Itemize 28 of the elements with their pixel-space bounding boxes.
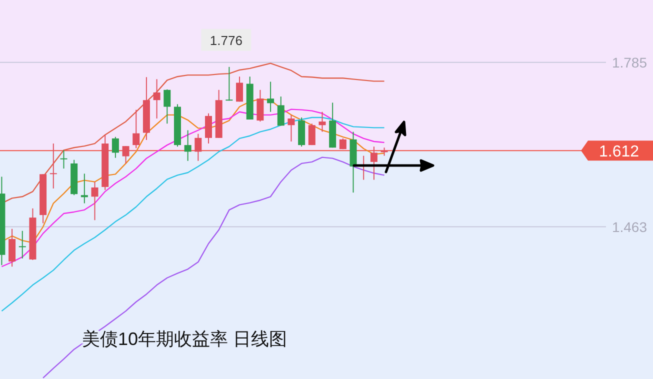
candlestick (226, 66, 233, 102)
candlestick (132, 109, 140, 149)
candlestick (112, 136, 119, 158)
candlestick (256, 89, 264, 122)
candlestick (277, 96, 284, 126)
candlestick (18, 230, 26, 259)
ref-line-label: 1.612 (598, 144, 640, 161)
candlestick (164, 88, 171, 124)
candlestick (50, 143, 57, 189)
candlestick (370, 146, 378, 180)
candlestick (91, 181, 98, 221)
candlestick (318, 111, 326, 132)
annotation: 1.776 (210, 32, 242, 48)
candlestick (8, 228, 16, 268)
candlestick (267, 81, 274, 112)
candlestick (288, 114, 295, 142)
y-tick-label: 1.463 (612, 218, 648, 235)
y-tick-label: 1.785 (612, 54, 648, 70)
candlestick (194, 133, 202, 162)
candlestick (236, 76, 244, 102)
candlestick (205, 112, 212, 144)
candlestick (60, 150, 68, 170)
candlestick (308, 123, 316, 146)
candlestick (153, 78, 160, 119)
line-series (42, 156, 385, 379)
candlestick (184, 130, 192, 162)
candlestick (80, 173, 88, 204)
candlestick (122, 146, 130, 164)
